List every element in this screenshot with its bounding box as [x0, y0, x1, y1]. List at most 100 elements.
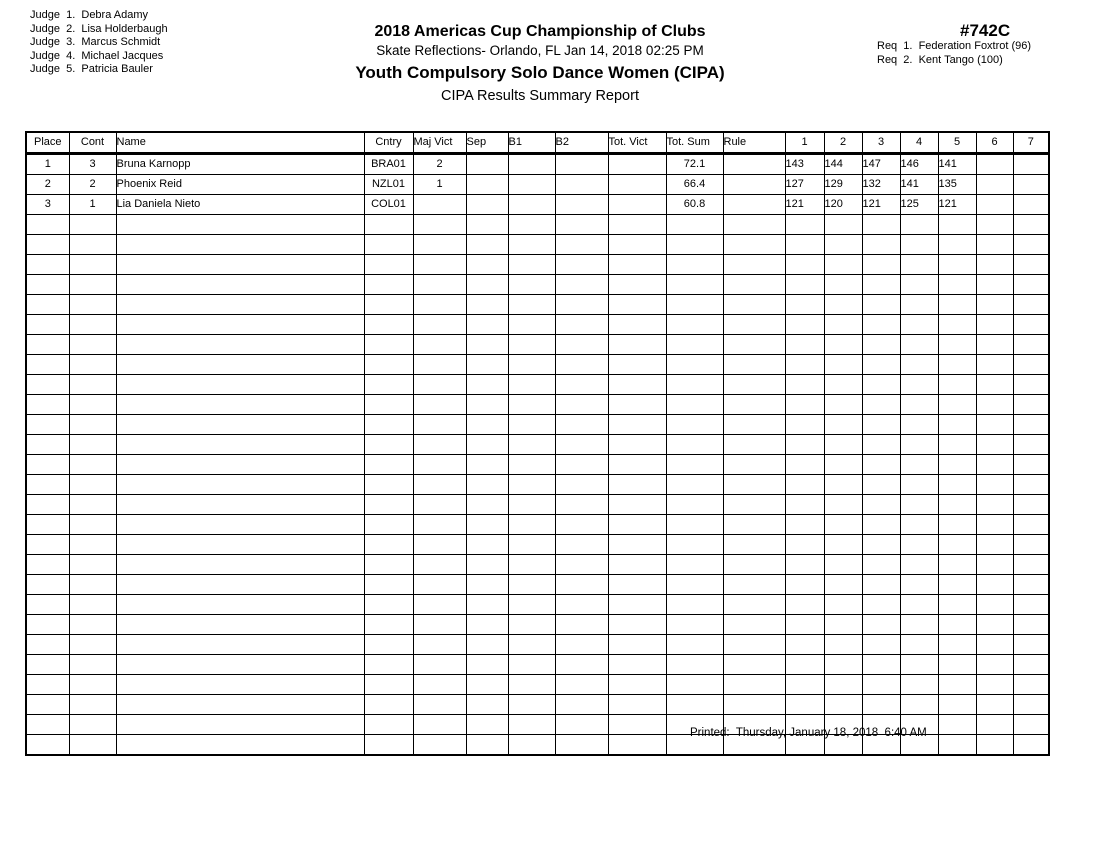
empty-cell [899, 434, 939, 455]
empty-cell [68, 634, 117, 655]
venue-date: Skate Reflections- Orlando, FL Jan 14, 2… [376, 43, 704, 58]
empty-cell [899, 354, 939, 375]
empty-cell [975, 454, 1014, 475]
empty-cell [899, 234, 939, 255]
empty-row [25, 374, 1050, 395]
empty-cell [937, 614, 977, 635]
maj-vict-cell [412, 194, 467, 215]
judge-line: Judge 2. Lisa Holderbaugh [30, 22, 168, 35]
empty-cell [68, 594, 117, 615]
empty-cell [937, 454, 977, 475]
empty-cell [975, 434, 1014, 455]
empty-cell [1012, 654, 1050, 675]
empty-cell [412, 494, 467, 515]
event-number: #742C [960, 21, 1011, 40]
empty-cell [823, 554, 863, 575]
empty-cell [25, 594, 70, 615]
empty-cell [722, 694, 786, 715]
col-header-cntry: Cntry [363, 131, 414, 155]
empty-cell [665, 694, 724, 715]
empty-cell [975, 354, 1014, 375]
empty-cell [507, 494, 556, 515]
empty-cell [1012, 434, 1050, 455]
judge-7-score-cell [1012, 174, 1050, 195]
empty-cell [823, 294, 863, 315]
empty-cell [607, 674, 667, 695]
empty-cell [68, 354, 117, 375]
empty-cell [722, 414, 786, 435]
empty-cell [823, 394, 863, 415]
empty-cell [554, 394, 609, 415]
cntry-cell: BRA01 [363, 153, 414, 175]
empty-cell [665, 374, 724, 395]
empty-cell [975, 234, 1014, 255]
empty-cell [1012, 474, 1050, 495]
empty-cell [861, 434, 901, 455]
empty-cell [363, 674, 414, 695]
empty-cell [1012, 574, 1050, 595]
empty-cell [412, 314, 467, 335]
empty-cell [607, 314, 667, 335]
empty-cell [554, 354, 609, 375]
empty-cell [1012, 694, 1050, 715]
empty-cell [975, 574, 1014, 595]
empty-cell [115, 214, 365, 235]
requirements-list: Req 1. Federation Foxtrot (96) Req 2. Ken… [877, 40, 1031, 67]
empty-cell [722, 394, 786, 415]
empty-cell [465, 534, 509, 555]
empty-cell [937, 534, 977, 555]
empty-cell [665, 394, 724, 415]
empty-cell [554, 614, 609, 635]
judge-6-score-cell [975, 194, 1014, 215]
empty-cell [507, 554, 556, 575]
empty-cell [363, 354, 414, 375]
col-header-judge-2: 2 [823, 131, 863, 155]
empty-cell [607, 374, 667, 395]
empty-cell [115, 454, 365, 475]
tot-vict-cell [607, 153, 667, 175]
empty-cell [465, 274, 509, 295]
empty-cell [665, 414, 724, 435]
empty-cell [412, 374, 467, 395]
empty-cell [937, 254, 977, 275]
judge-6-score-cell [975, 153, 1014, 175]
empty-cell [412, 554, 467, 575]
empty-cell [722, 554, 786, 575]
empty-cell [68, 514, 117, 535]
judge-6-score-cell [975, 174, 1014, 195]
empty-cell [665, 494, 724, 515]
empty-cell [412, 734, 467, 756]
empty-row [25, 714, 1050, 735]
empty-cell [412, 354, 467, 375]
empty-cell [507, 374, 556, 395]
empty-cell [722, 474, 786, 495]
empty-cell [507, 574, 556, 595]
empty-cell [363, 434, 414, 455]
empty-cell [722, 594, 786, 615]
empty-row [25, 494, 1050, 515]
empty-cell [68, 694, 117, 715]
empty-cell [554, 694, 609, 715]
empty-cell [25, 714, 70, 735]
col-header-place: Place [25, 131, 70, 155]
empty-cell [975, 714, 1014, 735]
empty-cell [899, 694, 939, 715]
empty-cell [665, 674, 724, 695]
empty-cell [861, 474, 901, 495]
empty-cell [607, 734, 667, 756]
empty-cell [861, 554, 901, 575]
empty-cell [412, 714, 467, 735]
empty-cell [554, 714, 609, 735]
empty-cell [1012, 514, 1050, 535]
empty-cell [412, 474, 467, 495]
b2-cell [554, 194, 609, 215]
empty-cell [899, 374, 939, 395]
empty-cell [722, 434, 786, 455]
empty-cell [823, 254, 863, 275]
empty-cell [665, 654, 724, 675]
empty-cell [363, 334, 414, 355]
empty-cell [25, 734, 70, 756]
empty-cell [665, 634, 724, 655]
empty-cell [784, 574, 825, 595]
empty-cell [1012, 734, 1050, 756]
